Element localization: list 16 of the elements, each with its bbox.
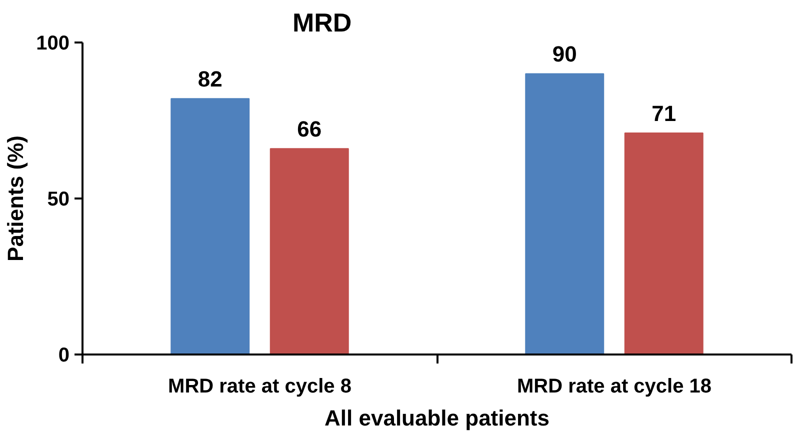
y-tick-label: 100	[36, 32, 70, 54]
bar	[270, 148, 349, 354]
chart-title: MRD	[292, 8, 352, 38]
x-axis-title: All evaluable patients	[324, 406, 550, 430]
bar	[624, 132, 704, 354]
data-label: 66	[297, 116, 322, 142]
y-tick-label: 50	[47, 188, 70, 210]
y-tick-label: 0	[58, 344, 70, 366]
y-axis-title: Patients (%)	[3, 136, 28, 262]
data-label: 90	[552, 42, 577, 67]
data-label: 71	[652, 100, 676, 126]
bar	[525, 73, 604, 354]
x-tick-label: MRD rate at cycle 8	[168, 376, 352, 398]
bar	[170, 98, 250, 354]
x-tick-label: MRD rate at cycle 18	[516, 376, 712, 398]
data-label: 82	[198, 66, 222, 92]
